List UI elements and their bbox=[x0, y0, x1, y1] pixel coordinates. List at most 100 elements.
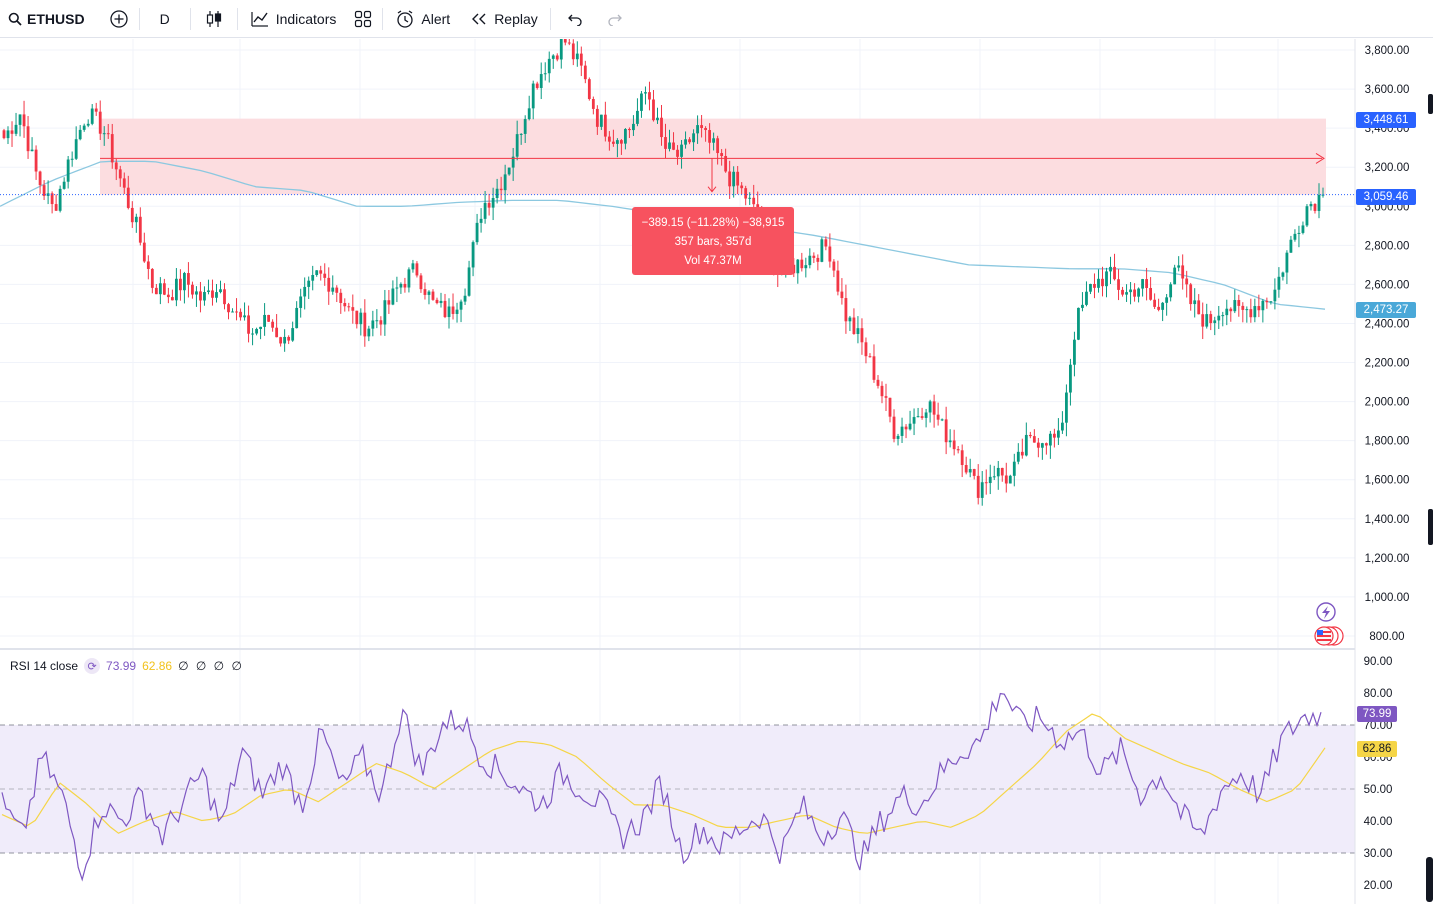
candle-body bbox=[980, 482, 984, 498]
refresh-icon[interactable]: ⟳ bbox=[84, 658, 101, 674]
flag-icon[interactable] bbox=[1314, 626, 1344, 646]
candle-body bbox=[1237, 300, 1241, 306]
candle-body bbox=[920, 416, 924, 418]
replay-button[interactable]: Replay bbox=[460, 0, 548, 37]
candle-body bbox=[816, 257, 820, 262]
candle-body bbox=[1293, 233, 1297, 240]
undo-button[interactable] bbox=[553, 0, 597, 37]
symbol-search[interactable]: ETHUSD bbox=[0, 0, 93, 37]
candles bbox=[2, 39, 1325, 506]
candle-body bbox=[1305, 206, 1309, 226]
candle-body bbox=[94, 108, 98, 112]
toolbar-divider bbox=[236, 7, 238, 30]
candle-body bbox=[1016, 451, 1020, 462]
price-tick-label: 2,400.00 bbox=[1365, 318, 1410, 330]
undo-icon bbox=[567, 14, 582, 26]
candle-body bbox=[1281, 272, 1285, 277]
ma-price-tag: 2,473.27 bbox=[1356, 302, 1416, 318]
candle-body bbox=[916, 416, 920, 418]
candle-body bbox=[1177, 265, 1181, 268]
candle-body bbox=[399, 283, 403, 288]
candle-body bbox=[1285, 252, 1289, 273]
measure-tooltip: −389.15 (−11.28%) −38,915 357 bars, 357d… bbox=[632, 207, 794, 275]
indicators-icon bbox=[251, 11, 268, 27]
chart-area[interactable]: 3,800.00 3,600.00 3,400.00 3,200.00 3,000.00… bbox=[0, 39, 1433, 904]
candle-body bbox=[527, 108, 531, 120]
candle-body bbox=[363, 312, 367, 337]
candle-body bbox=[267, 314, 271, 322]
rsi-value-tag: 73.99 bbox=[1357, 706, 1397, 722]
candle-body bbox=[158, 283, 162, 295]
lightning-icon[interactable] bbox=[1316, 602, 1336, 622]
candle-body bbox=[78, 129, 82, 140]
candle-body bbox=[1249, 309, 1253, 318]
price-axis[interactable]: 3,800.003,600.003,400.003,200.003,000.00… bbox=[1365, 45, 1410, 643]
candle-body bbox=[644, 92, 647, 94]
candle-body bbox=[1201, 314, 1205, 327]
candle-body bbox=[1253, 306, 1257, 318]
candle-body bbox=[243, 315, 246, 318]
candle-body bbox=[1093, 283, 1096, 288]
candle-body bbox=[1069, 364, 1072, 393]
rsi-title: RSI 14 close bbox=[10, 659, 79, 673]
candle-body bbox=[551, 55, 555, 59]
scale-scrollbar[interactable] bbox=[1426, 94, 1433, 902]
candle-body bbox=[712, 138, 716, 143]
candle-body bbox=[896, 435, 900, 439]
candle-body bbox=[1313, 204, 1317, 211]
candle-body bbox=[191, 284, 194, 295]
candle-body bbox=[648, 92, 651, 100]
measure-change: −389.15 (−11.28%) −38,915 bbox=[641, 217, 785, 229]
candle-body bbox=[1257, 306, 1261, 311]
candle-body bbox=[736, 171, 740, 186]
rsi-legend[interactable]: RSI 14 close ⟳ 73.99 62.86 ∅ ∅ ∅ ∅ bbox=[10, 658, 244, 674]
candle-body bbox=[660, 117, 663, 138]
candle-body bbox=[1129, 289, 1132, 293]
candle-body bbox=[58, 188, 62, 211]
candle-body bbox=[948, 440, 952, 443]
candle-body bbox=[876, 379, 880, 386]
candle-body bbox=[928, 401, 932, 413]
rsi-tick-label: 70.00 bbox=[1364, 720, 1393, 732]
candle-body bbox=[1061, 422, 1064, 431]
candle-body bbox=[535, 83, 539, 88]
candle-body bbox=[539, 74, 543, 88]
candle-body bbox=[708, 130, 712, 143]
measure-tool[interactable] bbox=[100, 152, 1325, 193]
candle-body bbox=[872, 356, 876, 380]
price-tick-label: 1,600.00 bbox=[1365, 475, 1410, 487]
candle-body bbox=[1153, 299, 1157, 307]
candle-body bbox=[431, 291, 435, 300]
candle-body bbox=[1137, 288, 1140, 297]
interval-label: D bbox=[159, 10, 170, 27]
candle-body bbox=[507, 167, 511, 175]
candle-body bbox=[1181, 265, 1185, 279]
candle-body bbox=[1241, 305, 1245, 310]
candle-body bbox=[42, 185, 46, 196]
indicators-button[interactable]: Indicators bbox=[240, 0, 347, 37]
candle-body bbox=[183, 273, 186, 291]
redo-button[interactable] bbox=[597, 0, 633, 37]
layouts-button[interactable] bbox=[346, 0, 380, 37]
candle-body bbox=[339, 292, 343, 303]
candle-body bbox=[908, 423, 912, 430]
interval-button[interactable]: D bbox=[142, 0, 188, 37]
candle-body bbox=[435, 299, 439, 304]
candle-body bbox=[700, 125, 703, 129]
candle-body bbox=[235, 311, 238, 313]
candle-body bbox=[1213, 320, 1217, 324]
alert-button[interactable]: Alert bbox=[385, 0, 460, 37]
toolbar-divider bbox=[138, 7, 140, 30]
candle-body bbox=[1012, 461, 1016, 476]
replay-label: Replay bbox=[494, 10, 538, 27]
candle-body bbox=[231, 311, 234, 313]
candle-body bbox=[664, 137, 667, 149]
candle-body bbox=[110, 134, 114, 163]
chart-canvas[interactable]: 3,800.003,600.003,400.003,200.003,000.00… bbox=[0, 39, 1433, 904]
candle-body bbox=[563, 39, 567, 43]
chart-type-button[interactable] bbox=[193, 0, 235, 37]
candle-body bbox=[74, 139, 78, 159]
compare-button[interactable] bbox=[101, 0, 137, 37]
rsi-legend-extras: ∅ ∅ ∅ ∅ bbox=[178, 659, 244, 673]
